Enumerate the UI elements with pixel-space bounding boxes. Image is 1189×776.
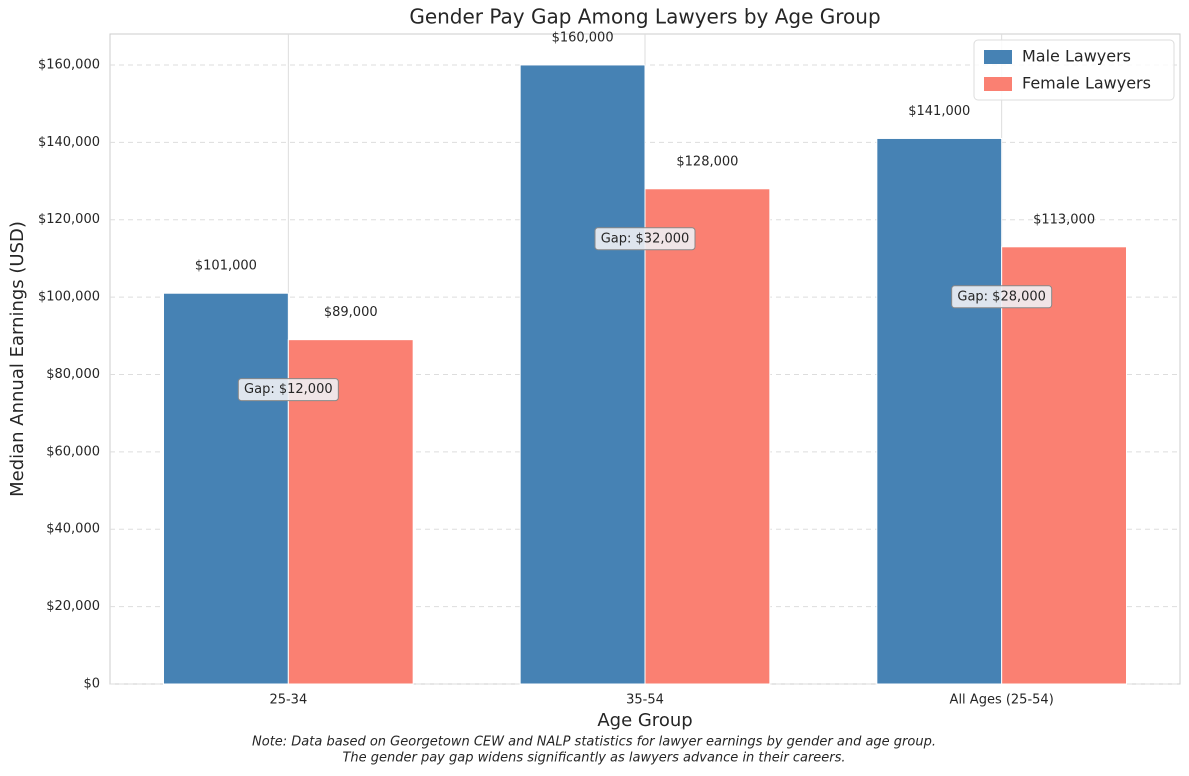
y-tick-label: $100,000 — [38, 290, 100, 305]
y-tick-label: $120,000 — [38, 212, 100, 227]
y-axis-label: Median Annual Earnings (USD) — [7, 221, 28, 497]
y-tick-label: $160,000 — [38, 57, 100, 72]
legend-label: Female Lawyers — [1022, 74, 1151, 93]
y-tick-label: $80,000 — [46, 367, 100, 382]
gap-annotation: Gap: $12,000 — [244, 382, 333, 397]
x-tick-label: 25-34 — [269, 693, 307, 708]
x-axis-label: Age Group — [597, 710, 692, 731]
note: The gender pay gap widens significantly … — [342, 751, 845, 766]
bar — [163, 292, 289, 685]
bar — [644, 188, 771, 685]
bar — [519, 64, 646, 685]
value-label: $101,000 — [195, 259, 257, 274]
legend-swatch — [984, 77, 1012, 91]
gap-annotation: Gap: $28,000 — [957, 289, 1046, 304]
y-tick-label: $140,000 — [38, 135, 100, 150]
y-tick-label: $20,000 — [46, 599, 100, 614]
gap-box — [951, 285, 1053, 309]
chart-title: Gender Pay Gap Among Lawyers by Age Grou… — [409, 5, 880, 29]
x-tick-label: 35-54 — [626, 693, 664, 708]
note: Note: Data based on Georgetown CEW and N… — [252, 735, 936, 750]
legend-swatch — [984, 50, 1012, 64]
gap-annotation: Gap: $32,000 — [601, 231, 690, 246]
value-label: $113,000 — [1033, 212, 1095, 227]
value-label: $128,000 — [676, 154, 738, 169]
y-tick-label: $40,000 — [46, 522, 100, 537]
bar — [876, 137, 1003, 685]
y-tick-label: $0 — [83, 677, 100, 692]
bar — [1001, 246, 1128, 685]
value-label: $89,000 — [324, 305, 378, 320]
x-tick-label: All Ages (25-54) — [950, 693, 1054, 708]
gap-box — [237, 378, 339, 402]
value-label: $141,000 — [908, 104, 970, 119]
value-label: $160,000 — [552, 30, 614, 45]
gap-box — [594, 227, 696, 251]
legend-label: Male Lawyers — [1022, 47, 1131, 66]
y-tick-label: $60,000 — [46, 444, 100, 459]
legend-box — [973, 39, 1175, 101]
